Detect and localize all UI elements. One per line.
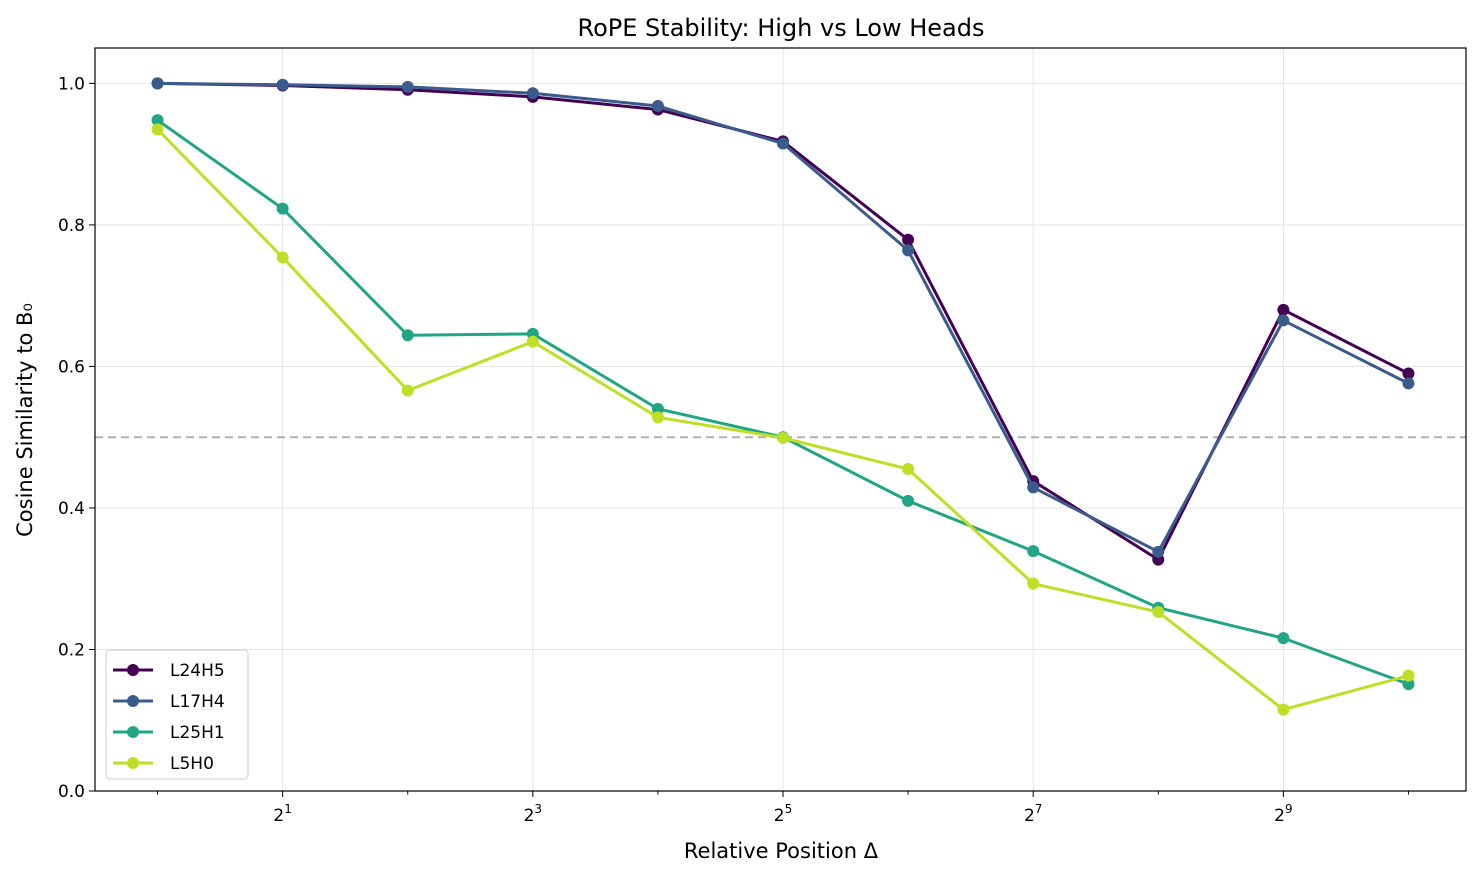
x-tick-label: 29 [1274, 802, 1292, 826]
x-tick-label: 25 [774, 802, 792, 826]
y-tick-label: 0.0 [58, 782, 85, 802]
data-point [151, 77, 164, 90]
data-point [276, 202, 289, 215]
legend-marker [127, 757, 139, 769]
x-tick-base: 2 [774, 806, 785, 826]
data-point [1277, 632, 1290, 645]
data-point [276, 78, 289, 91]
series-L5H0 [151, 123, 1415, 716]
y-tick-label: 0.2 [58, 640, 85, 660]
data-point [401, 329, 414, 342]
data-point [151, 123, 164, 136]
x-tick-label: 23 [524, 802, 542, 826]
data-point [651, 411, 664, 424]
legend-marker [127, 695, 139, 707]
data-point [777, 137, 790, 150]
y-tick-label: 0.8 [58, 216, 85, 236]
data-point [1277, 303, 1290, 316]
data-point [401, 384, 414, 397]
legend-marker [127, 664, 139, 676]
y-tick-label: 0.4 [58, 499, 85, 519]
data-point [1152, 545, 1165, 558]
legend-box [105, 649, 249, 780]
data-point [902, 233, 915, 246]
data-point [1402, 377, 1415, 390]
x-tick-base: 2 [273, 806, 284, 826]
data-point [526, 87, 539, 100]
data-point [902, 463, 915, 476]
data-point [902, 244, 915, 257]
data-point [526, 335, 539, 348]
y-axis-label: Cosine Similarity to B₀ [13, 303, 37, 537]
data-point [1152, 605, 1165, 618]
data-point [651, 402, 664, 415]
chart-title: RoPE Stability: High vs Low Heads [578, 14, 985, 42]
data-point [1027, 577, 1040, 590]
x-tick-exponent: 3 [534, 802, 542, 816]
x-axis-label: Relative Position Δ [684, 839, 879, 863]
x-tick-exponent: 1 [284, 802, 292, 816]
data-point [902, 494, 915, 507]
legend-label: L17H4 [170, 692, 225, 712]
data-point [1277, 703, 1290, 716]
legend-label: L24H5 [170, 661, 225, 681]
data-point [1027, 481, 1040, 494]
data-point [151, 114, 164, 127]
data-point [1402, 678, 1415, 691]
data-point [1027, 545, 1040, 558]
series-L17H4 [151, 77, 1415, 558]
data-point [276, 251, 289, 264]
data-point [1402, 367, 1415, 380]
y-tick-label: 0.6 [58, 357, 85, 377]
x-tick-exponent: 9 [1285, 802, 1293, 816]
x-tick-exponent: 5 [785, 802, 793, 816]
x-tick-base: 2 [1274, 806, 1285, 826]
legend-label: L5H0 [170, 754, 214, 774]
legend-label: L25H1 [170, 723, 225, 743]
x-tick-base: 2 [524, 806, 535, 826]
y-tick-label: 1.0 [58, 74, 85, 94]
data-point [401, 80, 414, 93]
data-point [651, 100, 664, 113]
x-tick-label: 21 [273, 802, 291, 826]
legend-marker [127, 726, 139, 738]
x-tick-label: 27 [1024, 802, 1042, 826]
x-tick-base: 2 [1024, 806, 1035, 826]
plot-frame [94, 47, 1467, 792]
legend: L24H5 L17H4 L25H1 L5H0 [105, 649, 249, 780]
data-point [777, 431, 790, 444]
x-tick-exponent: 7 [1035, 802, 1043, 816]
data-point [1402, 669, 1415, 682]
data-point [1277, 314, 1290, 327]
